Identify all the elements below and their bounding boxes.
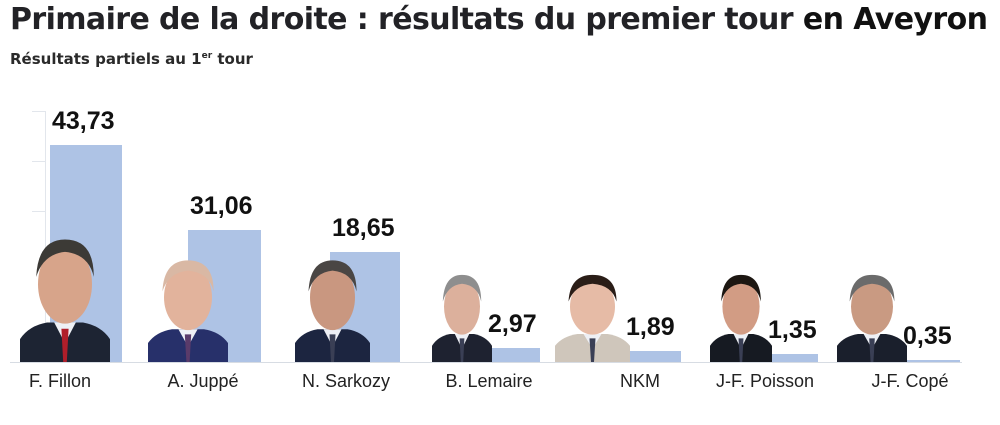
title-suffix: en Aveyron [793,2,988,37]
chart-title: Primaire de la droite : résultats du pre… [10,2,988,37]
value-label: 18,65 [332,214,395,242]
candidate-portrait [710,266,772,362]
bar-4 [628,351,681,362]
subtitle-sup: er [201,51,213,61]
category-label: F. Fillon [28,371,91,391]
category-label: J-F. Copé [871,371,949,391]
value-label: 43,73 [52,107,115,135]
value-label: 1,89 [626,313,675,341]
candidate-portrait [295,250,370,362]
value-label: 2,97 [488,310,537,338]
y-axis-line [45,111,46,362]
candidate-portrait [20,227,110,362]
y-axis-tick [32,161,45,162]
bar-3 [490,348,540,362]
candidate-portrait [148,250,228,362]
y-axis-tick [32,111,45,112]
subtitle-tail: tour [212,50,253,68]
bar-6 [905,360,960,362]
candidate-portrait [432,266,492,362]
subtitle-text: Résultats partiels au 1 [10,50,202,68]
candidate-portrait [555,266,630,362]
category-label: NKM [620,371,660,391]
candidate-portrait [837,266,907,362]
category-label: N. Sarkozy [301,371,391,391]
value-label: 1,35 [768,316,817,344]
value-label: 31,06 [190,192,253,220]
chart-subtitle: Résultats partiels au 1er tour [10,50,253,68]
y-axis-tick [32,211,45,212]
category-label: J-F. Poisson [715,371,815,391]
x-axis-baseline [10,362,962,363]
value-label: 0,35 [903,322,952,350]
category-label: B. Lemaire [445,371,533,391]
title-main: Primaire de la droite : résultats du pre… [10,2,794,37]
bar-5 [770,354,818,362]
category-label: A. Juppé [167,371,239,391]
